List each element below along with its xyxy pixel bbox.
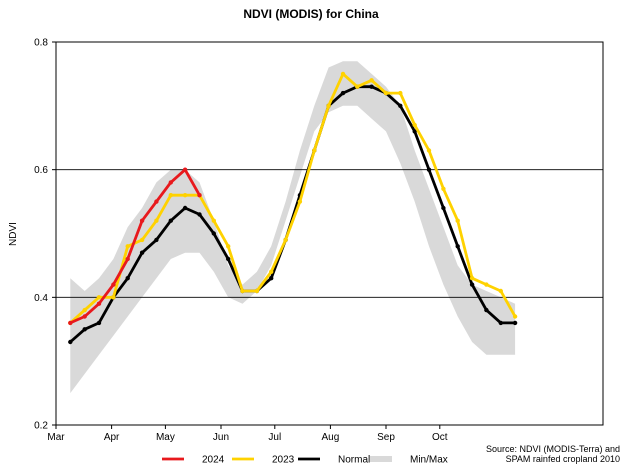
series-point-normal: [197, 212, 202, 217]
x-tick-label-mar: Mar: [47, 432, 65, 443]
min-max-band: [70, 61, 516, 394]
source-line-2: SPAM rainfed cropland 2010: [506, 454, 620, 464]
series-point-2023: [154, 218, 159, 223]
series-point-2023: [226, 244, 231, 249]
x-tick-label-sep: Sep: [377, 432, 395, 443]
series-point-2024: [154, 199, 159, 204]
min-max-band-layer: [70, 61, 516, 394]
y-tick-label-0.4: 0.4: [34, 293, 48, 304]
series-point-2024: [139, 218, 145, 223]
series-point-normal: [182, 205, 188, 211]
series-point-2023: [355, 84, 360, 89]
series-point-2023: [82, 307, 87, 313]
legend-label-min-max: Min/Max: [410, 455, 448, 466]
series-point-normal: [441, 205, 446, 211]
series-point-2023: [211, 218, 216, 223]
series-point-normal: [340, 90, 346, 96]
series-layer: [68, 71, 518, 345]
series-point-2023: [240, 288, 245, 294]
series-line-2023: [68, 72, 517, 325]
y-axis-label: NDVI: [8, 222, 19, 246]
series-line-2024: [68, 168, 201, 325]
series-point-normal: [154, 237, 159, 243]
series-point-normal: [512, 320, 518, 326]
series-point-normal: [226, 256, 231, 262]
y-tick-label-0.8: 0.8: [34, 38, 48, 49]
series-point-2023: [383, 90, 389, 96]
series-point-normal: [469, 282, 475, 287]
grid-layer: [56, 169, 603, 298]
series-point-2024: [82, 314, 87, 319]
series-point-normal: [168, 218, 173, 223]
series-point-normal: [125, 276, 130, 281]
legend-label-normal: Normal: [338, 455, 370, 466]
series-point-2024: [68, 320, 73, 326]
chart-title: NDVI (MODIS) for China: [243, 7, 379, 21]
series-point-normal: [82, 327, 87, 332]
x-tick-label-oct: Oct: [432, 432, 448, 443]
series-point-2023: [412, 122, 417, 128]
axis-layer: 0.2 0.4 0.6 0.8 Mar Apr May Jun Jul Aug Sep Oct: [34, 38, 604, 443]
source-line-1: Source: NDVI (MODIS-Terra) and: [486, 444, 620, 454]
series-point-2023: [96, 295, 102, 300]
series-point-normal: [455, 244, 460, 249]
series-point-2024: [125, 256, 130, 262]
series-point-2023: [168, 193, 173, 198]
series-point-2023: [326, 103, 331, 109]
x-tick-label-aug: Aug: [321, 432, 339, 443]
series-point-normal: [412, 129, 417, 134]
series-point-normal: [484, 307, 489, 313]
legend: 2024 2023 Normal Min/Max: [162, 455, 448, 466]
series-point-normal: [426, 167, 432, 172]
series-point-normal: [211, 231, 216, 236]
x-tick-label-jul: Jul: [268, 432, 281, 443]
series-point-2023: [426, 148, 432, 153]
series-point-normal: [269, 276, 274, 281]
legend-label-2024: 2024: [202, 455, 225, 466]
series-point-2024: [111, 282, 116, 287]
series-point-2024: [182, 167, 188, 172]
series-point-2023: [139, 237, 145, 243]
series-point-2023: [469, 276, 475, 281]
series-point-normal: [68, 339, 73, 345]
series-point-2023: [484, 282, 489, 287]
y-tick-label-0.6: 0.6: [34, 165, 48, 176]
series-point-2023: [398, 90, 403, 96]
y-tick-label-0.2: 0.2: [34, 421, 48, 432]
series-point-normal: [96, 320, 102, 326]
series-point-2023: [369, 78, 374, 83]
series-point-2023: [111, 295, 116, 300]
series-point-2023: [283, 237, 288, 243]
series-point-2023: [297, 199, 303, 204]
series-point-2023: [441, 186, 446, 191]
series-point-2024: [96, 301, 102, 306]
x-tick-label-apr: Apr: [104, 432, 120, 443]
series-point-2023: [182, 193, 188, 198]
series-point-2023: [498, 288, 503, 294]
series-point-normal: [369, 84, 374, 89]
series-point-2023: [254, 288, 260, 294]
plot-frame: [55, 41, 604, 426]
series-point-2024: [197, 193, 202, 198]
series-point-2023: [512, 314, 518, 319]
series-point-2023: [455, 218, 460, 223]
series-point-normal: [498, 320, 503, 326]
legend-label-2023: 2023: [272, 455, 295, 466]
x-tick-label-may: May: [156, 432, 175, 443]
series-point-2023: [340, 71, 346, 77]
series-point-2023: [125, 244, 130, 249]
series-point-2024: [168, 180, 173, 185]
series-point-2023: [269, 269, 274, 274]
series-point-normal: [139, 250, 145, 255]
x-tick-label-jun: Jun: [213, 432, 229, 443]
series-point-normal: [398, 103, 403, 109]
series-point-2023: [312, 148, 317, 153]
